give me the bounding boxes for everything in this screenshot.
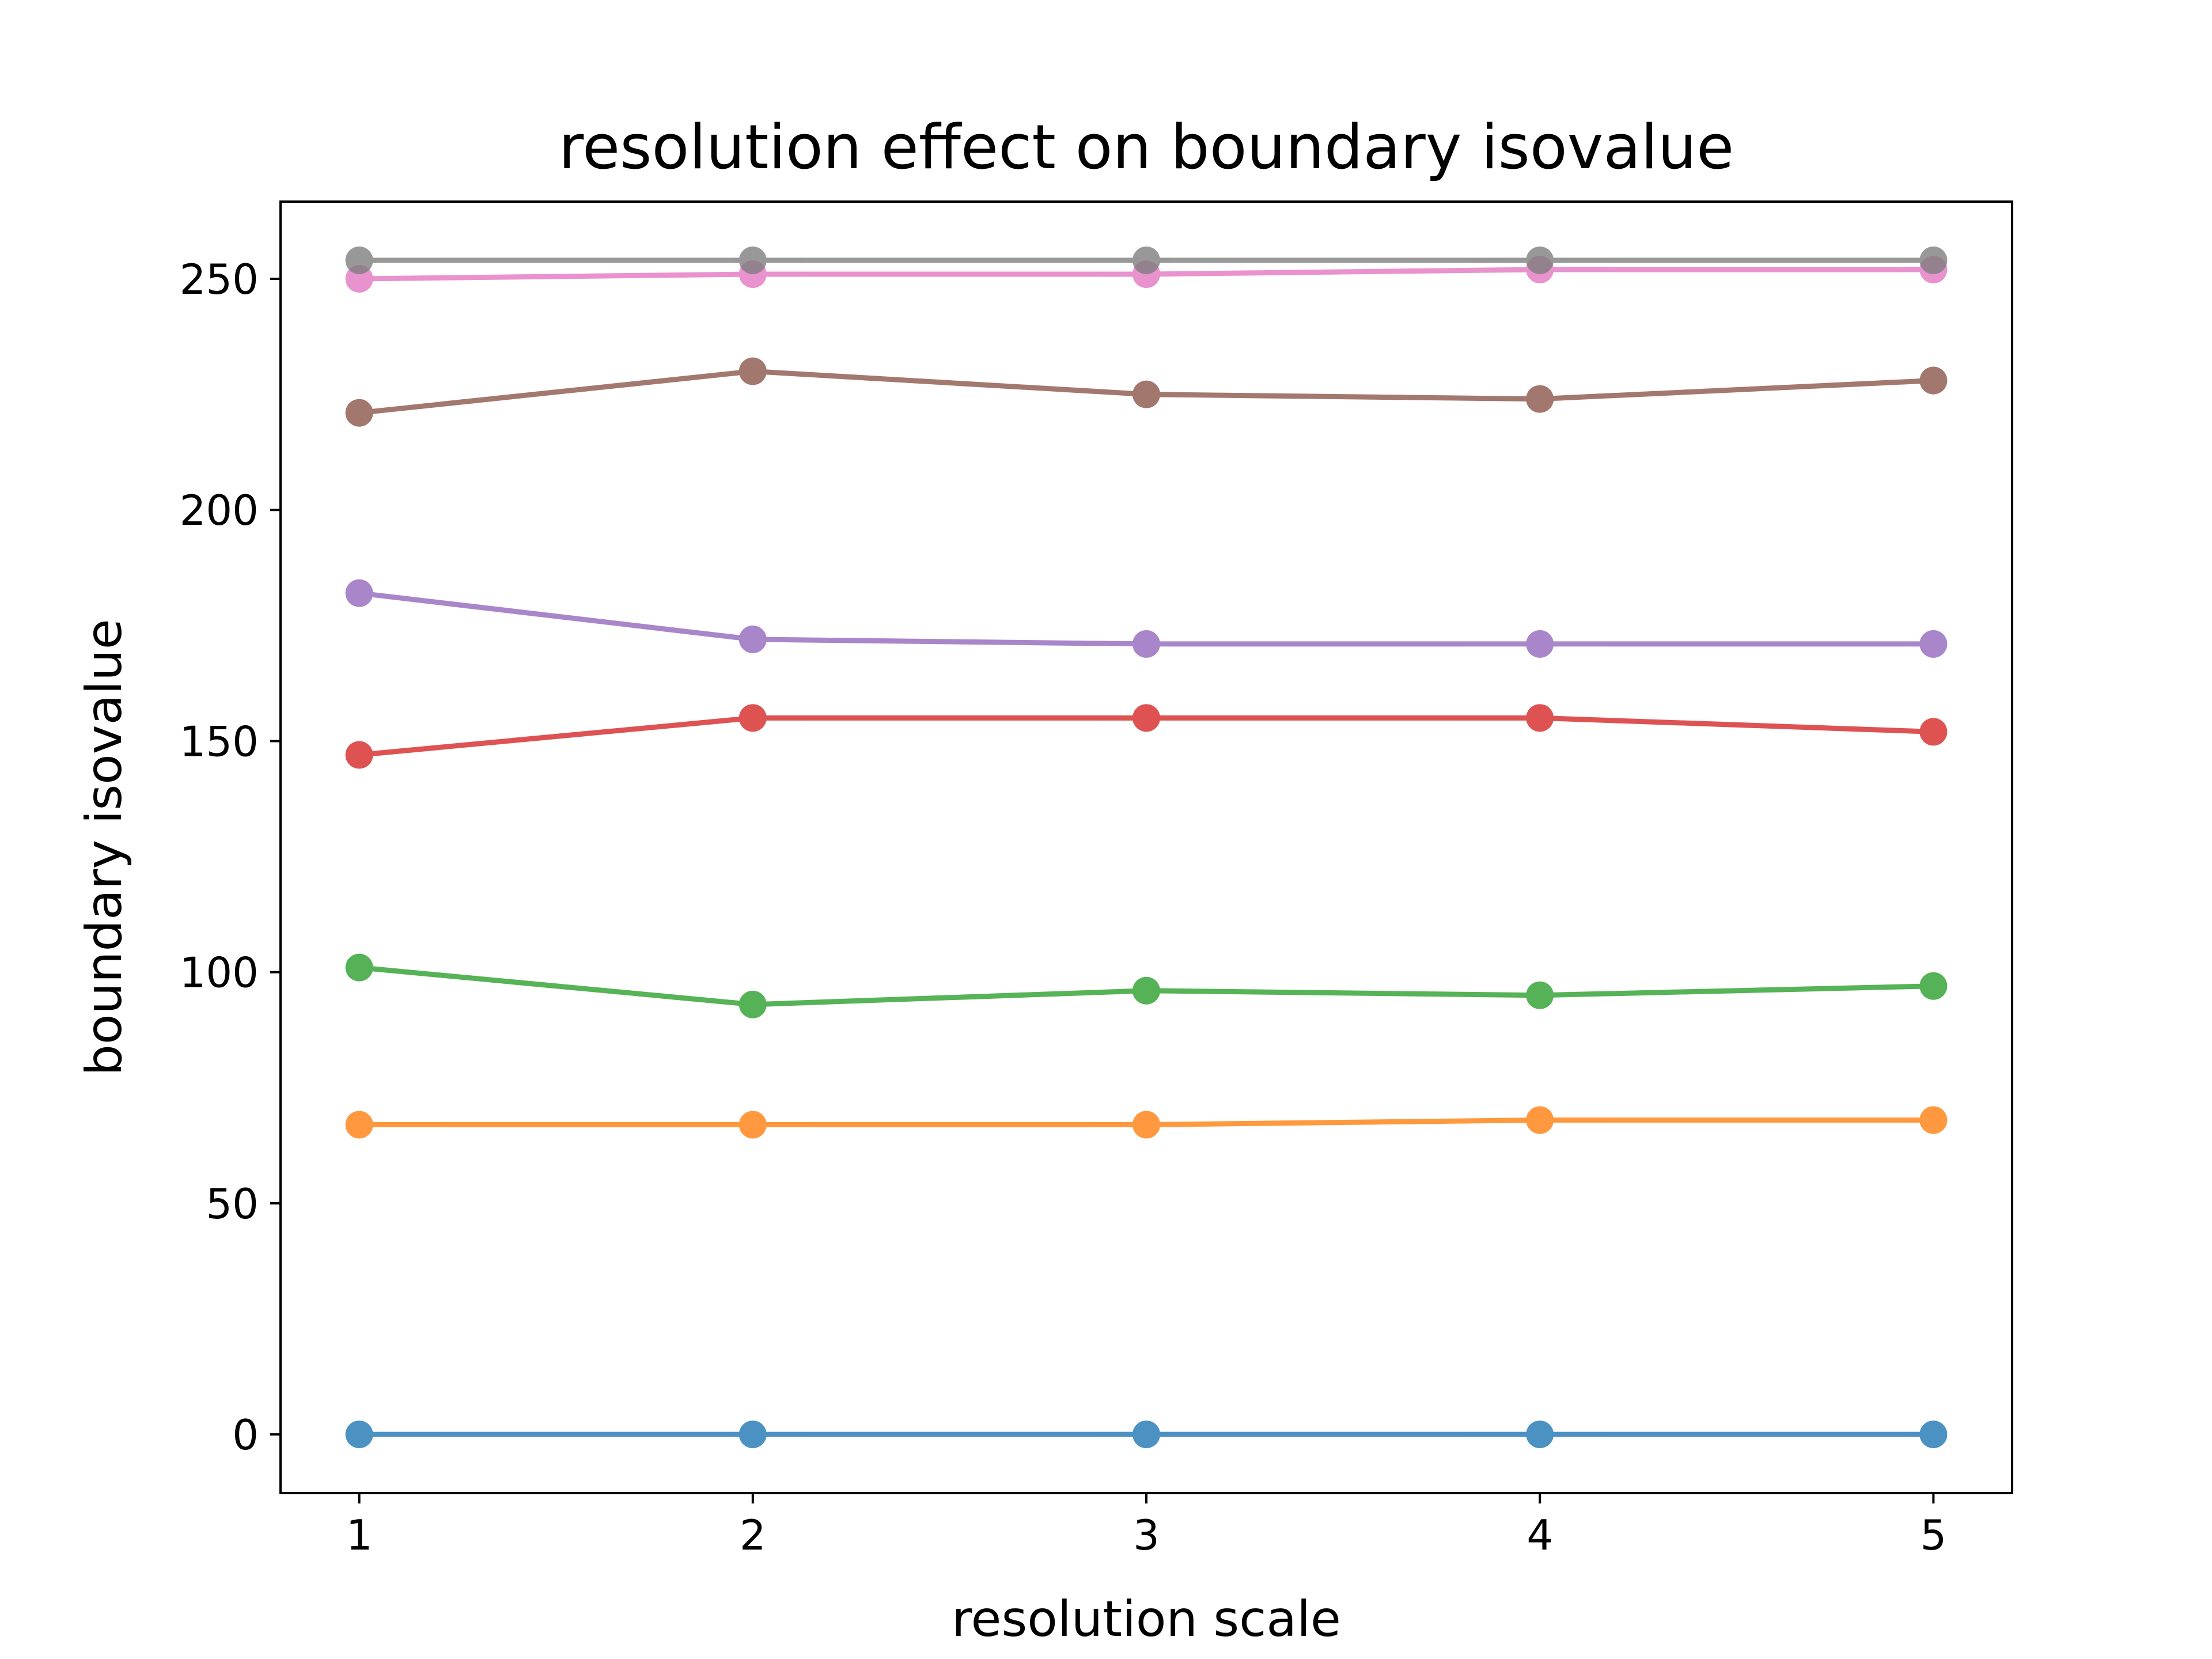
data-point (1526, 385, 1554, 413)
plot-frame (279, 200, 2013, 1494)
y-tick-label: 50 (206, 1180, 259, 1228)
data-point (738, 990, 767, 1018)
data-point (738, 704, 767, 732)
x-axis: 1 2 3 4 5 (346, 1493, 1946, 1559)
data-point (1919, 972, 1948, 1000)
y-tick-label: 100 (180, 949, 259, 997)
data-point (1526, 1106, 1554, 1134)
data-point (738, 1421, 767, 1449)
y-tick-label: 200 (180, 486, 259, 535)
data-point (345, 579, 373, 607)
series-6 (345, 357, 1948, 427)
y-axis: 0 50 100 150 200 250 (180, 255, 281, 1459)
x-tick-label: 3 (1133, 1511, 1160, 1559)
data-point (1919, 246, 1948, 274)
data-point (345, 741, 373, 769)
data-point (345, 399, 373, 427)
data-point (1132, 246, 1160, 274)
series-5 (345, 579, 1948, 658)
y-tick-label: 250 (180, 255, 259, 304)
data-point (1132, 630, 1160, 658)
data-point (1132, 1111, 1160, 1139)
data-point (1526, 704, 1554, 732)
series-2 (345, 1106, 1948, 1139)
x-tick-label: 5 (1920, 1511, 1946, 1559)
x-tick-label: 4 (1527, 1511, 1553, 1559)
data-point (345, 953, 373, 982)
y-tick-label: 0 (232, 1411, 259, 1459)
data-point (1526, 1421, 1554, 1449)
data-point (1919, 718, 1948, 746)
x-axis-label: resolution scale (952, 1590, 1341, 1648)
data-point (1526, 630, 1554, 658)
data-point (1526, 981, 1554, 1009)
data-point (345, 1111, 373, 1139)
y-tick-label: 150 (180, 717, 259, 766)
data-point (345, 1421, 373, 1449)
data-point (1132, 1421, 1160, 1449)
series-8 (345, 246, 1948, 274)
data-point (1132, 704, 1160, 732)
x-tick-label: 2 (740, 1511, 766, 1559)
data-point (1132, 976, 1160, 1005)
data-point (1919, 1106, 1948, 1134)
x-tick-label: 1 (346, 1511, 373, 1559)
series-3 (345, 953, 1948, 1018)
chart-title: resolution effect on boundary isovalue (559, 112, 1734, 183)
data-point (738, 246, 767, 274)
data-point (345, 246, 373, 274)
data-point (1919, 1421, 1948, 1449)
data-point (1919, 366, 1948, 395)
data-point (1132, 380, 1160, 408)
series-4 (345, 704, 1948, 769)
data-point (738, 1111, 767, 1139)
series-layer (345, 246, 1948, 1449)
data-point (738, 625, 767, 653)
data-point (1526, 246, 1554, 274)
series-1 (345, 1421, 1948, 1449)
data-point (738, 357, 767, 385)
data-point (1919, 630, 1948, 658)
y-axis-label: boundary isovalue (75, 619, 133, 1075)
